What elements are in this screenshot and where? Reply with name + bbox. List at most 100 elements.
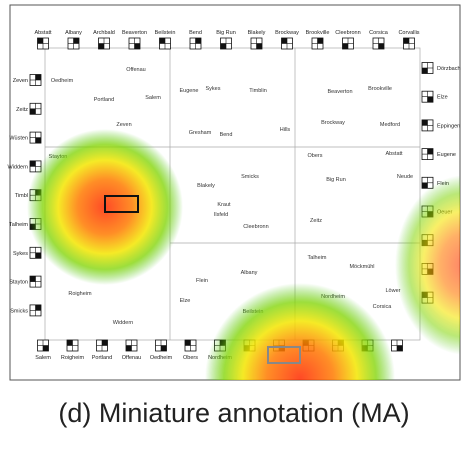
cell-label: Kraut (217, 202, 231, 208)
focus-box (267, 346, 301, 364)
left-label: Zeven (13, 78, 28, 84)
caption: (d) Miniature annotation (MA) (58, 398, 409, 428)
cell-label: Löwer (386, 288, 401, 294)
cell-label: Elze (180, 298, 191, 304)
mini-icon-fill (256, 43, 262, 49)
cell-label: Smicks (241, 174, 259, 180)
cell-label: Salem (145, 95, 161, 101)
top-label: Archbald (93, 30, 115, 36)
left-label: Widdern (8, 164, 28, 170)
mini-icon-fill (43, 345, 49, 351)
cell-label: Talheim (308, 255, 327, 261)
top-label: Beaverton (122, 30, 147, 36)
top-label: Beilstein (155, 30, 176, 36)
mini-icon-fill (317, 38, 323, 44)
mini-icon-fill (342, 43, 348, 49)
cell-label: Flein (196, 278, 208, 284)
cell-label: Portland (94, 97, 115, 103)
right-label: Eppingen (437, 123, 460, 129)
focus-box (104, 195, 139, 213)
cell-label: Abstatt (385, 151, 403, 157)
top-label: Big Run (216, 30, 236, 36)
cell-label: Oedheim (51, 78, 74, 84)
mini-icon-fill (378, 43, 384, 49)
heat-blob (205, 283, 395, 380)
mini-icon-fill (185, 340, 191, 346)
cell-label: Zeitz (310, 218, 322, 224)
cell-label: Brockway (321, 120, 345, 126)
mini-icon-fill (403, 38, 409, 44)
left-label: Zeitz (16, 107, 28, 113)
mini-icon-fill (161, 345, 167, 351)
cell-label: Albany (241, 270, 258, 276)
cell-label: Timblin (249, 88, 267, 94)
right-label: Elze (437, 95, 448, 101)
top-label: Albany (65, 30, 82, 36)
mini-icon-fill (159, 38, 165, 44)
cell-label: Brookville (368, 86, 392, 92)
bottom-label: Oedheim (150, 355, 173, 361)
mini-icon-fill (67, 340, 73, 346)
cell-label: Big Run (326, 177, 346, 183)
bottom-label: Salem (35, 355, 51, 361)
cell-label: Roigheim (68, 291, 92, 297)
mini-icon-fill (30, 160, 36, 167)
left-label: Sykes (13, 251, 28, 257)
mini-icon-fill (73, 38, 79, 44)
left-label: Wüsten (9, 136, 28, 142)
mini-icon-fill (35, 304, 41, 311)
mini-icon-fill (422, 68, 428, 74)
top-label: Blakely (248, 30, 266, 36)
cell-label: Eugene (180, 88, 199, 94)
mini-icon-fill (422, 119, 428, 126)
right-label: Eugene (437, 152, 456, 158)
cell-label: Möckmühl (349, 264, 374, 270)
left-label: Timbl (15, 193, 28, 199)
cell-label: Sykes (206, 86, 221, 92)
mini-icon-fill (98, 43, 104, 49)
cell-label: Obers (308, 153, 323, 159)
cell-label: Medford (380, 122, 400, 128)
bottom-label: Portland (92, 355, 113, 361)
bottom-label: Obers (183, 355, 198, 361)
mini-icon-fill (35, 137, 41, 144)
left-label: Stayton (9, 280, 28, 286)
top-label: Cleebronn (335, 30, 360, 36)
mini-icon-fill (35, 252, 41, 259)
top-label: Corsica (369, 30, 389, 36)
bottom-label: Offenau (122, 355, 141, 361)
top-label: Abstatt (34, 30, 52, 36)
mini-icon-fill (37, 38, 43, 44)
cell-label: Widdern (113, 320, 133, 326)
mini-icon-fill (30, 276, 36, 282)
top-label: Corvallis (398, 30, 419, 36)
mini-icon-fill (220, 43, 226, 49)
cell-label: Offenau (126, 67, 145, 73)
mini-icon-fill (35, 74, 41, 80)
cell-label: Corsica (373, 304, 393, 310)
right-label: Dörzbach (437, 66, 461, 72)
mini-icon-fill (126, 345, 132, 351)
cell-label: Zeven (116, 122, 131, 128)
mini-icon-fill (102, 340, 108, 346)
mini-icon-fill (134, 43, 140, 49)
mini-icon-fill (397, 345, 403, 351)
mini-icon-fill (427, 148, 433, 155)
cell-label: Bend (220, 132, 233, 138)
mini-icon-fill (427, 96, 433, 103)
cell-label: Hills (280, 127, 291, 133)
mini-icon-fill (281, 38, 287, 44)
cell-label: Beaverton (327, 89, 352, 95)
top-label: Brookville (306, 30, 330, 36)
top-label: Bend (189, 30, 202, 36)
left-label: Talheim (9, 222, 28, 228)
top-label: Brockway (275, 30, 299, 36)
cell-label: Cleebronn (243, 224, 268, 230)
cell-label: Gresham (189, 130, 212, 136)
mini-icon-fill (30, 108, 36, 115)
mini-icon-fill (422, 182, 428, 189)
cell-label: Blakely (197, 183, 215, 189)
left-label: Smicks (10, 308, 28, 314)
